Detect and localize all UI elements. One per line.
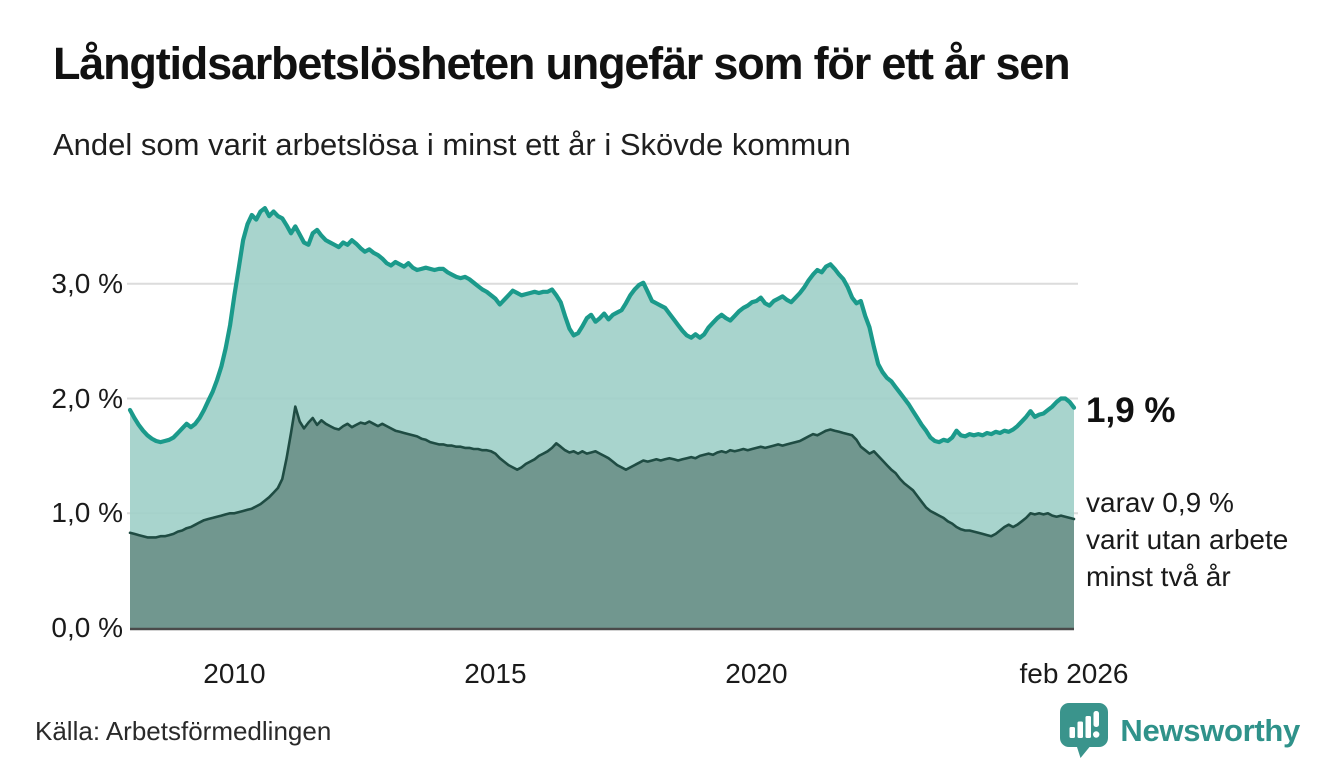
x-axis-tick-feb-2026: feb 2026 xyxy=(1019,658,1129,689)
x-axis-tick-2015: 2015 xyxy=(464,658,527,689)
y-axis-tick-2: 2,0 % xyxy=(51,382,123,414)
page-subtitle: Andel som varit arbetslösa i minst ett å… xyxy=(53,127,851,162)
y-axis-tick-3: 3,0 % xyxy=(51,267,123,299)
y-axis-tick-0: 0,0 % xyxy=(51,612,123,643)
line-unemployed-2yr xyxy=(128,405,1076,539)
x-axis-tick-2010: 2010 xyxy=(203,658,266,689)
newsworthy-logo: Newsworthy xyxy=(1059,702,1300,760)
x-axis-tick-2020: 2020 xyxy=(725,658,788,689)
line-unemployed-1yr xyxy=(127,206,1077,445)
y-axis-tick-1: 1,0 % xyxy=(51,497,123,529)
newsworthy-bubble-chart-icon xyxy=(1060,703,1109,758)
source-credit: Källa: Arbetsförmedlingen xyxy=(35,716,332,746)
latest-value-label: 1,9 % xyxy=(1086,391,1176,430)
subset-annotation: varav 0,9 % varit utan arbete minst två … xyxy=(1086,487,1289,592)
page-title: Långtidsarbetslösheten ungefär som för e… xyxy=(53,38,1071,89)
newsworthy-wordmark: Newsworthy xyxy=(1120,713,1300,748)
area-unemployed-2yr xyxy=(130,406,1074,628)
